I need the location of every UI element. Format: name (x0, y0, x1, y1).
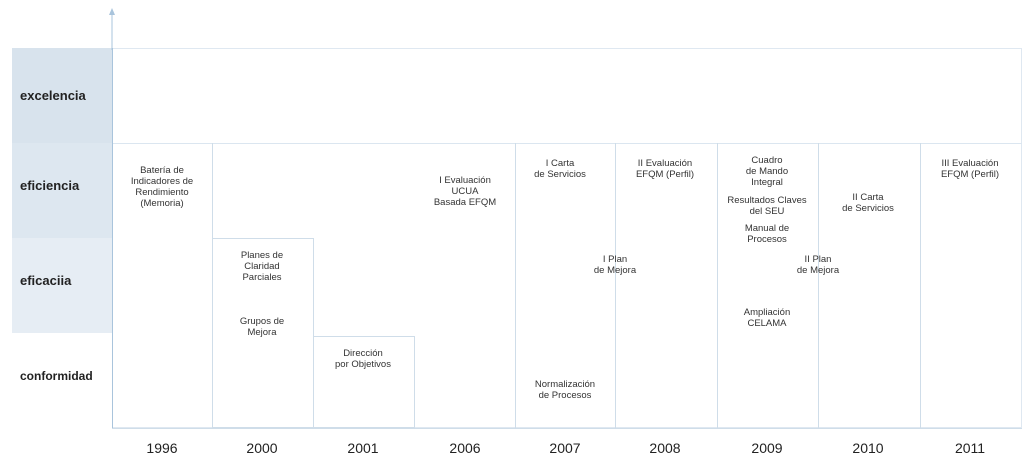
event-cuadro-mando: Cuadro de Mando Integral (745, 155, 789, 188)
column-divider (717, 143, 718, 428)
year-label: 2006 (449, 440, 481, 456)
year-label: 2001 (347, 440, 379, 456)
event-carta-servicios-1: I Carta de Servicios (534, 158, 586, 180)
baseline (112, 428, 1022, 429)
column-divider (112, 48, 113, 428)
year-label: 2008 (649, 440, 681, 456)
column-divider (818, 143, 819, 428)
year-label: 1996 (146, 440, 178, 456)
level-label-conformidad: conformidad (20, 368, 93, 383)
step-2001 (313, 336, 415, 428)
event-evaluacion-efqm-3: III Evaluación EFQM (Perfil) (940, 158, 1000, 180)
label-band-eficacia-bg (12, 238, 112, 333)
label-band-conformidad-bg (12, 333, 112, 428)
event-ampliacion-celama: Ampliación CELAMA (743, 307, 791, 329)
event-planes-claridad: Planes de Claridad Parciales (240, 250, 284, 283)
year-label: 2011 (954, 440, 986, 456)
column-divider (515, 143, 516, 428)
label-band-excelencia-bg (12, 48, 112, 143)
column-divider (615, 143, 616, 428)
year-label: 2000 (246, 440, 278, 456)
event-resultados-claves: Resultados Claves del SEU (727, 195, 807, 217)
year-label: 2010 (852, 440, 884, 456)
event-evaluacion-efqm-2: II Evaluación EFQM (Perfil) (635, 158, 695, 180)
year-label: 2007 (549, 440, 581, 456)
event-normalizacion-procesos: Normalización de Procesos (534, 379, 596, 401)
event-evaluacion-ucua: I Evaluación UCUA Basada EFQM (433, 175, 497, 208)
event-manual-procesos: Manual de Procesos (744, 223, 790, 245)
label-band-eficiencia-bg (12, 143, 112, 238)
event-direccion-objetivos: Dirección por Objetivos (335, 348, 391, 370)
y-axis-arrow-icon (109, 8, 115, 50)
level-label-excelencia: excelencia (20, 88, 86, 103)
excelencia-row-line (112, 143, 1022, 144)
event-carta-servicios-2: II Carta de Servicios (842, 192, 894, 214)
event-bateria-indicadores: Batería de Indicadores de Rendimiento (M… (130, 165, 194, 209)
level-label-eficiencia: eficiencia (20, 178, 80, 193)
column-divider (212, 143, 213, 428)
event-plan-mejora-1: I Plan de Mejora (593, 254, 637, 276)
column-divider (920, 143, 921, 428)
event-plan-mejora-2: II Plan de Mejora (796, 254, 840, 276)
level-label-eficacia: eficaciia (20, 273, 72, 288)
year-label: 2009 (751, 440, 783, 456)
event-grupos-mejora: Grupos de Mejora (239, 316, 285, 338)
